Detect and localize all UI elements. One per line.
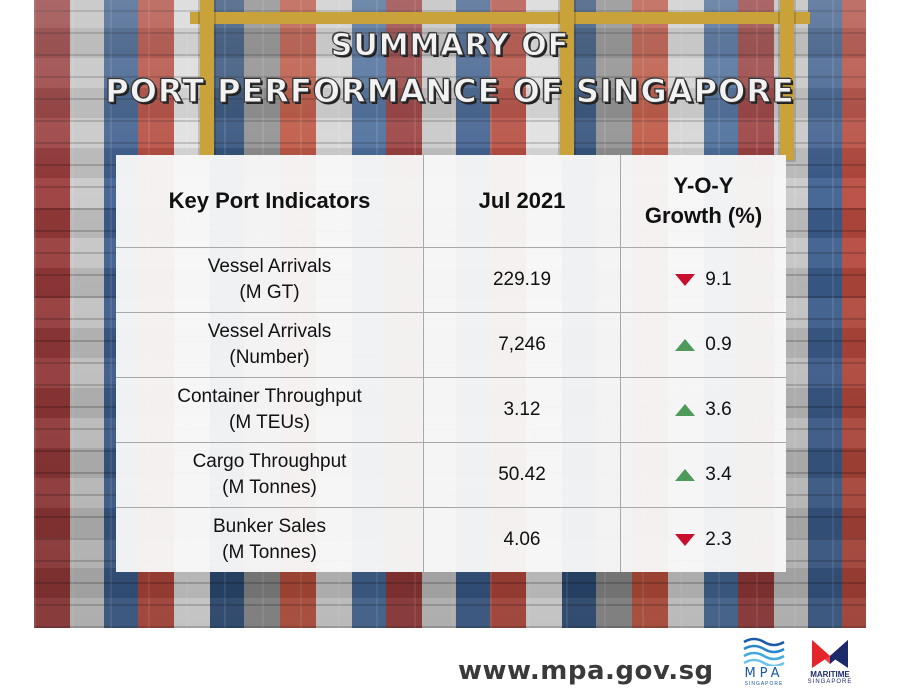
maritime-singapore-logo: MARITIME SINGAPORE [800, 636, 860, 696]
indicator-name: Vessel Arrivals [207, 256, 332, 278]
growth-value: 0.9 [705, 334, 732, 355]
crane [780, 0, 794, 160]
indicator-unit: (M Tonnes) [222, 477, 317, 498]
indicator-name: Cargo Throughput [192, 451, 347, 473]
website-url: www.mpa.gov.sg [458, 656, 714, 686]
table-row: Vessel Arrivals (M GT) 229.19 9.1 [116, 247, 786, 312]
indicator-name: Bunker Sales [212, 516, 326, 538]
crane [560, 0, 574, 160]
triangle-up-icon [675, 404, 696, 416]
mpa-logo-sub: SINGAPORE [744, 681, 784, 687]
header-growth: Y-O-Y Growth (%) [621, 155, 786, 247]
table-row: Cargo Throughput (M Tonnes) 50.42 3.4 [116, 442, 786, 507]
header-growth-line2: Growth (%) [644, 203, 763, 228]
mpa-logo-name: MPA [744, 666, 784, 681]
indicator-value: 7,246 [424, 313, 621, 377]
crane [200, 0, 214, 160]
growth-value: 9.1 [705, 269, 732, 290]
growth-value: 3.4 [705, 464, 732, 485]
table-row: Bunker Sales (M Tonnes) 4.06 2.3 [116, 507, 786, 572]
growth-value: 3.6 [705, 399, 732, 420]
header-period: Jul 2021 [424, 155, 621, 247]
indicator-value: 229.19 [424, 248, 621, 312]
header-growth-line1: Y-O-Y [673, 173, 734, 199]
table-row: Container Throughput (M TEUs) 3.12 3.6 [116, 377, 786, 442]
indicator-unit: (Number) [229, 347, 310, 368]
triangle-up-icon [675, 469, 696, 481]
indicator-unit: (M TEUs) [229, 412, 310, 433]
port-indicators-table: Key Port Indicators Jul 2021 Y-O-Y Growt… [116, 155, 786, 572]
triangle-down-icon [675, 274, 696, 286]
indicator-unit: (M Tonnes) [222, 542, 317, 563]
page-title-line2: PORT PERFORMANCE OF SINGAPORE [105, 72, 795, 111]
indicator-value: 3.12 [424, 378, 621, 442]
growth-value: 2.3 [705, 529, 732, 550]
table-row: Vessel Arrivals (Number) 7,246 0.9 [116, 312, 786, 377]
indicator-name: Container Throughput [177, 386, 362, 408]
indicator-name: Vessel Arrivals [207, 321, 332, 343]
crane-beam [190, 12, 810, 24]
wave-icon [743, 637, 785, 666]
page-title-line1: SUMMARY OF [330, 28, 570, 64]
mpa-logo: MPA SINGAPORE [738, 636, 790, 694]
maritime-logo-sub: SINGAPORE [807, 679, 853, 685]
header-indicator: Key Port Indicators [116, 155, 424, 247]
maritime-logo-name: MARITIME [810, 670, 850, 679]
table-header-row: Key Port Indicators Jul 2021 Y-O-Y Growt… [116, 155, 786, 247]
m-logo-icon [812, 640, 848, 668]
indicator-unit: (M GT) [239, 282, 300, 303]
indicator-value: 50.42 [424, 443, 621, 507]
triangle-down-icon [675, 534, 696, 546]
indicator-value: 4.06 [424, 508, 621, 572]
triangle-up-icon [675, 339, 696, 351]
